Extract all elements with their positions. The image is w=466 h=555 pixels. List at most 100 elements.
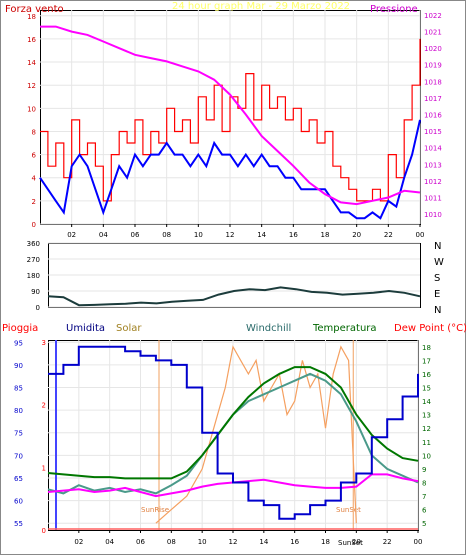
p1-x-tick-label: 14 [257, 231, 266, 239]
wind-force-label: Forza vento [5, 4, 64, 15]
compass-label: W [434, 257, 444, 268]
p3-temp-tick-label: 6 [422, 507, 427, 515]
p3-humidity-tick-label: 80 [14, 407, 23, 415]
p3-x-tick-label: 08 [167, 538, 176, 546]
p1-y-right-tick-label: 1021 [424, 29, 442, 37]
p2-y-tick-label: 270 [27, 256, 40, 264]
p3-x-tick-label: 00 [414, 538, 423, 546]
legend-temperature: Temperatura [312, 323, 377, 334]
p3-temp-tick-label: 5 [422, 520, 426, 528]
p1-x-tick-label: 10 [194, 231, 203, 239]
p3-humidity-tick-label: 70 [14, 452, 23, 460]
pressure-series [40, 25, 421, 206]
p1-y-right-tick-label: 1012 [424, 178, 442, 186]
p1-y-right-tick-label: 1016 [424, 112, 442, 120]
p1-x-tick-label: 08 [162, 231, 171, 239]
p3-temp-tick-label: 8 [422, 480, 426, 488]
p1-y-right-tick-label: 1017 [424, 95, 442, 103]
p3-x-tick-label: 16 [290, 538, 299, 546]
compass-label: E [434, 289, 440, 300]
p1-x-tick-label: 20 [352, 231, 361, 239]
p1-y-right-tick-label: 1011 [424, 194, 442, 202]
p1-y-right-tick-label: 1020 [424, 45, 442, 53]
p3-temp-tick-label: 15 [422, 385, 431, 393]
p1-y-left-tick-label: 12 [27, 82, 36, 90]
p3-x-tick-label: 10 [198, 538, 207, 546]
p3-temp-tick-label: 13 [422, 412, 431, 420]
p1-y-left-tick-label: 0 [32, 221, 36, 229]
p3-temp-tick-label: 11 [422, 439, 431, 447]
sunset-axis-annotation: SunSet [338, 539, 363, 547]
p3-humidity-tick-label: 60 [14, 498, 23, 506]
p1-x-tick-label: 00 [416, 231, 425, 239]
p1-x-tick-label: 02 [67, 231, 76, 239]
p1-y-left-tick-label: 6 [32, 152, 37, 160]
p3-rain-tick-label: 1 [42, 464, 46, 472]
compass-label: S [434, 273, 440, 284]
p3-temp-tick-label: 7 [422, 493, 426, 501]
p1-y-left-tick-label: 14 [27, 59, 36, 67]
p3-humidity-tick-label: 55 [14, 520, 23, 528]
compass-label: N [434, 305, 441, 316]
p1-x-tick-label: 06 [131, 231, 140, 239]
p3-rain-tick-label: 0 [42, 527, 46, 535]
p1-x-tick-label: 22 [384, 231, 393, 239]
p1-y-right-tick-label: 1014 [424, 145, 442, 153]
wind-direction-series [47, 286, 421, 307]
p1-x-tick-label: 04 [99, 231, 108, 239]
p2-y-tick-label: 360 [27, 240, 40, 248]
p3-humidity-tick-label: 90 [14, 362, 23, 370]
p3-x-tick-label: 04 [105, 538, 114, 546]
p1-y-right-tick-label: 1019 [424, 62, 442, 70]
p3-temp-tick-label: 16 [422, 371, 431, 379]
p3-x-tick-label: 22 [383, 538, 392, 546]
p3-x-tick-label: 18 [321, 538, 330, 546]
p3-temp-tick-label: 14 [422, 398, 431, 406]
p2-y-tick-label: 180 [27, 272, 40, 280]
p3-temp-tick-label: 17 [422, 357, 431, 365]
p1-y-right-tick-label: 1018 [424, 78, 442, 86]
p1-y-right-tick-label: 1015 [424, 128, 442, 136]
p2-y-tick-label: 90 [31, 288, 40, 296]
p3-temp-tick-label: 9 [422, 466, 426, 474]
p1-y-left-tick-label: 18 [27, 13, 36, 21]
graph-title: 24 hour graph Mar - 29 Marzo 2022 [172, 1, 350, 12]
p3-temp-tick-label: 18 [422, 344, 431, 352]
p3-temp-tick-label: 12 [422, 425, 431, 433]
p1-y-right-tick-label: 1022 [424, 12, 442, 20]
p3-temp-tick-label: 10 [422, 452, 431, 460]
humidity-series [48, 345, 419, 520]
p3-rain-tick-label: 3 [42, 339, 46, 347]
p3-x-tick-label: 12 [229, 538, 238, 546]
legend-dewpoint: Dew Point (°C) [394, 323, 466, 334]
p1-x-tick-label: 18 [321, 231, 330, 239]
p3-humidity-tick-label: 95 [14, 339, 23, 347]
p3-humidity-tick-label: 65 [14, 475, 23, 483]
p1-y-left-tick-label: 8 [32, 128, 36, 136]
legend-humidity: Umidita [66, 323, 105, 334]
p1-x-tick-label: 16 [289, 231, 298, 239]
temperature-series [47, 366, 419, 480]
p1-x-tick-label: 12 [226, 231, 235, 239]
p1-y-left-tick-label: 16 [27, 36, 36, 44]
p2-y-tick-label: 0 [36, 304, 40, 312]
p3-x-tick-label: 06 [136, 538, 145, 546]
p1-y-right-tick-label: 1013 [424, 161, 442, 169]
ticks-layer: 02 04 06 08 10 12 14 16 18 20 22 000246810121416181… [14, 12, 444, 546]
p3-x-tick-label: 02 [74, 538, 83, 546]
pressure-label: Pressione [370, 4, 418, 15]
p3-x-tick-label: 14 [259, 538, 268, 546]
sunset-annotation: SunSet [336, 506, 361, 514]
legend-solar: Solar [116, 323, 142, 334]
wind-gust-series [40, 38, 421, 202]
p1-y-right-tick-label: 1010 [424, 211, 442, 219]
p3-humidity-tick-label: 75 [14, 430, 23, 438]
sunrise-annotation: SunRise [141, 506, 169, 514]
p1-y-left-tick-label: 2 [32, 198, 36, 206]
compass-label: N [434, 241, 441, 252]
wind-average-series [39, 119, 421, 220]
p3-rain-tick-label: 2 [42, 402, 46, 410]
p1-y-left-tick-label: 10 [27, 105, 36, 113]
